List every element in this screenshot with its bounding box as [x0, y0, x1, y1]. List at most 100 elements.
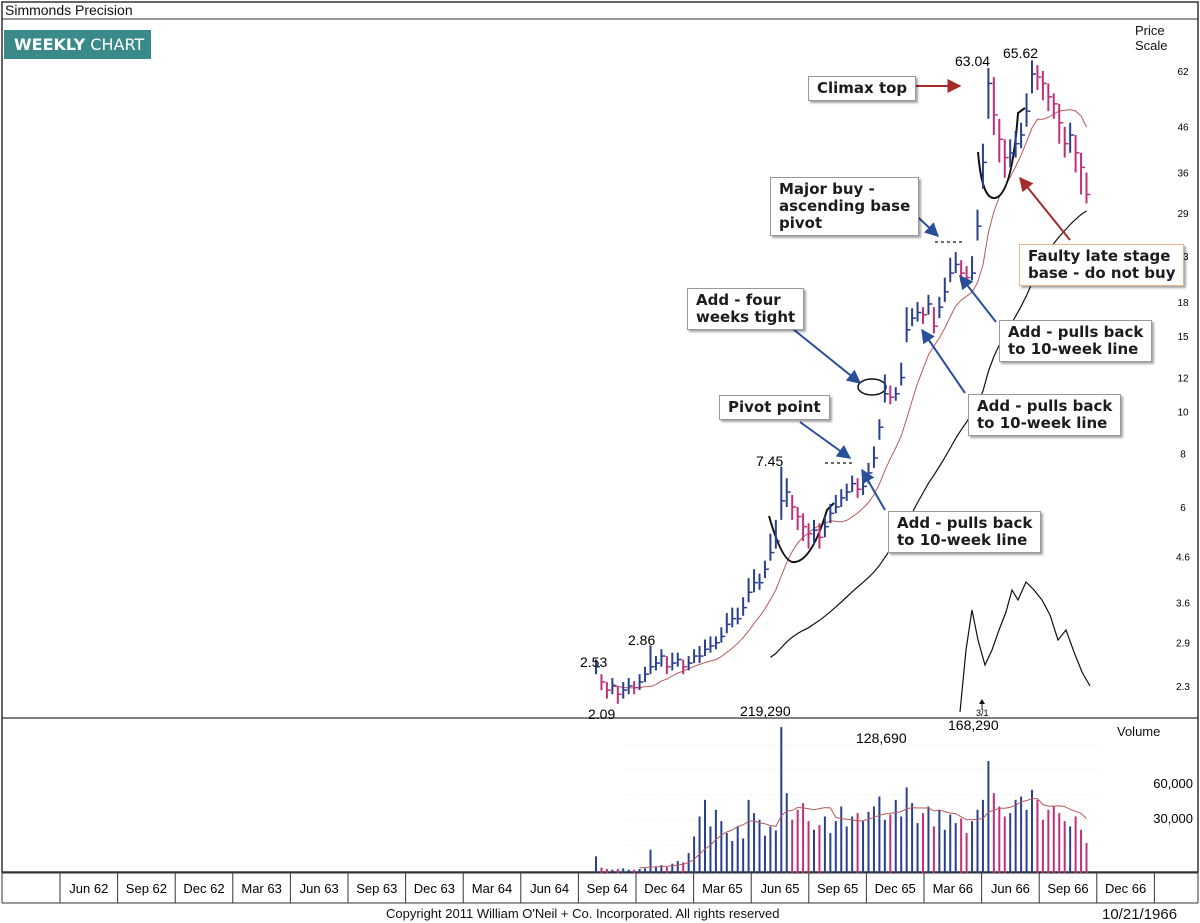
price-bar-week-7	[633, 681, 639, 695]
price-label-65-62: 65.62	[1003, 45, 1038, 61]
price-bar-week-69	[971, 256, 977, 281]
base-cup-1	[768, 502, 835, 564]
price-tick-4-6: 4.6	[1176, 553, 1190, 564]
price-bar-week-59	[916, 301, 922, 322]
x-label-dec-64: Dec 64	[644, 881, 685, 896]
price-bar-week-12	[660, 649, 666, 667]
price-bar-week-60	[922, 307, 927, 324]
price-bar-week-30	[758, 573, 764, 590]
price-bar-week-79	[1025, 93, 1031, 127]
price-bar-week-1	[600, 674, 606, 691]
price-bar-week-18	[693, 649, 699, 664]
x-label-dec-62: Dec 62	[183, 881, 224, 896]
price-bar-week-74	[998, 118, 1004, 163]
price-bar-week-23	[720, 627, 726, 643]
price-bar-week-70	[976, 209, 982, 241]
x-axis-labels: Jun 62 Sep 62 Dec 62 Mar 63 Jun 63 Sep 63 Dec …	[59, 873, 1155, 903]
price-bar-week-40	[813, 519, 818, 545]
x-label-sep-65: Sep 65	[817, 881, 858, 896]
callout-add-pullback-3: Add - pulls back to 10-week line	[888, 511, 1042, 553]
price-bar-week-9	[644, 666, 650, 682]
price-scale-label-2: Scale	[1135, 38, 1168, 53]
copyright-notice: Copyright 2011 William O'Neil + Co. Inco…	[386, 906, 780, 921]
price-bar-week-15	[676, 652, 682, 667]
price-bar-week-42	[823, 516, 829, 538]
arrow-pivot	[799, 421, 852, 459]
volume-scale-ticks: 30,000 60,000	[1153, 776, 1193, 826]
price-bar-week-64	[943, 277, 949, 302]
price-bar-week-58	[911, 308, 917, 327]
price-bar-week-52	[878, 419, 884, 440]
price-bar-week-90	[1085, 172, 1091, 204]
x-label-sep-63: Sep 63	[356, 881, 397, 896]
volume-label: Volume	[1117, 724, 1161, 739]
price-bar-week-82	[1041, 71, 1047, 101]
price-bar-week-38	[802, 513, 808, 542]
price-bar-week-62	[932, 307, 938, 334]
rs-marker-arrowhead	[979, 699, 985, 704]
price-bar-week-45	[840, 489, 846, 507]
callout-pivot-point: Pivot point	[719, 395, 830, 420]
price-bar-week-78	[1020, 122, 1026, 149]
volume-tick-0: 30,000	[1153, 811, 1193, 826]
x-label-sep-66: Sep 66	[1047, 881, 1088, 896]
badge-strong: WEEKLY	[14, 35, 86, 54]
arrow-add-pullback-2	[921, 328, 966, 394]
price-bar-week-16	[682, 659, 688, 675]
price-bar-week-63	[938, 296, 944, 319]
price-bar-week-36	[791, 494, 797, 520]
price-bar-week-21	[709, 636, 715, 653]
price-tick-36: 36	[1177, 168, 1189, 179]
price-bar-week-19	[698, 645, 704, 664]
price-bar-week-71	[981, 143, 987, 189]
price-bar-week-43	[829, 503, 835, 524]
price-bar-week-17	[687, 656, 693, 671]
price-bar-week-80	[1031, 60, 1036, 94]
price-tick-12: 12	[1177, 374, 1189, 385]
x-label-jun-66: Jun 66	[991, 881, 1030, 896]
callout-major-buy: Major buy - ascending base pivot	[770, 177, 920, 236]
price-bar-week-13	[665, 656, 671, 675]
price-bar-week-34	[780, 466, 786, 520]
price-bar-week-24	[725, 613, 731, 634]
price-tick-15: 15	[1177, 332, 1189, 343]
price-bar-week-14	[671, 652, 677, 671]
price-bar-week-56	[900, 362, 906, 386]
x-label-mar-66: Mar 66	[933, 881, 973, 896]
price-bar-week-28	[747, 578, 753, 603]
x-label-mar-64: Mar 64	[472, 881, 512, 896]
x-label-jun-62: Jun 62	[69, 881, 108, 896]
price-bar-week-33	[774, 519, 780, 549]
price-label-2-53: 2.53	[580, 654, 607, 670]
volume-gridlines	[625, 744, 1098, 846]
weekly-chart-badge: WEEKLY CHART	[4, 30, 151, 59]
price-bar-week-76	[1009, 139, 1015, 168]
arrow-add-pullback-3	[861, 468, 886, 511]
price-bar-week-25	[731, 607, 737, 628]
price-bar-week-39	[807, 523, 813, 549]
price-bar-week-46	[845, 483, 851, 501]
price-bar-week-41	[818, 523, 824, 549]
volume-label-168290: 168,290	[948, 717, 999, 733]
price-bar-week-54	[889, 385, 895, 405]
price-bar-week-20	[704, 639, 709, 657]
x-label-dec-63: Dec 63	[414, 881, 455, 896]
price-bar-week-66	[954, 252, 960, 274]
price-bar-week-48	[856, 478, 862, 498]
price-bar-week-85	[1058, 103, 1064, 144]
price-bar-week-86	[1063, 126, 1069, 158]
price-bar-week-0	[595, 659, 600, 675]
price-tick-46: 46	[1177, 123, 1189, 134]
price-tick-6: 6	[1180, 503, 1186, 514]
x-label-dec-65: Dec 65	[875, 881, 916, 896]
chart-date: 10/21/1966	[1102, 906, 1178, 923]
price-bar-week-87	[1069, 122, 1075, 153]
volume-label-128690: 128,690	[856, 730, 907, 746]
price-bar-week-35	[785, 478, 791, 507]
price-tick-2-3: 2.3	[1176, 682, 1190, 693]
price-label-2-09: 2.09	[588, 706, 615, 722]
price-bar-week-84	[1052, 93, 1058, 119]
four-weeks-tight-marker	[857, 378, 887, 396]
x-label-jun-63: Jun 63	[300, 881, 339, 896]
